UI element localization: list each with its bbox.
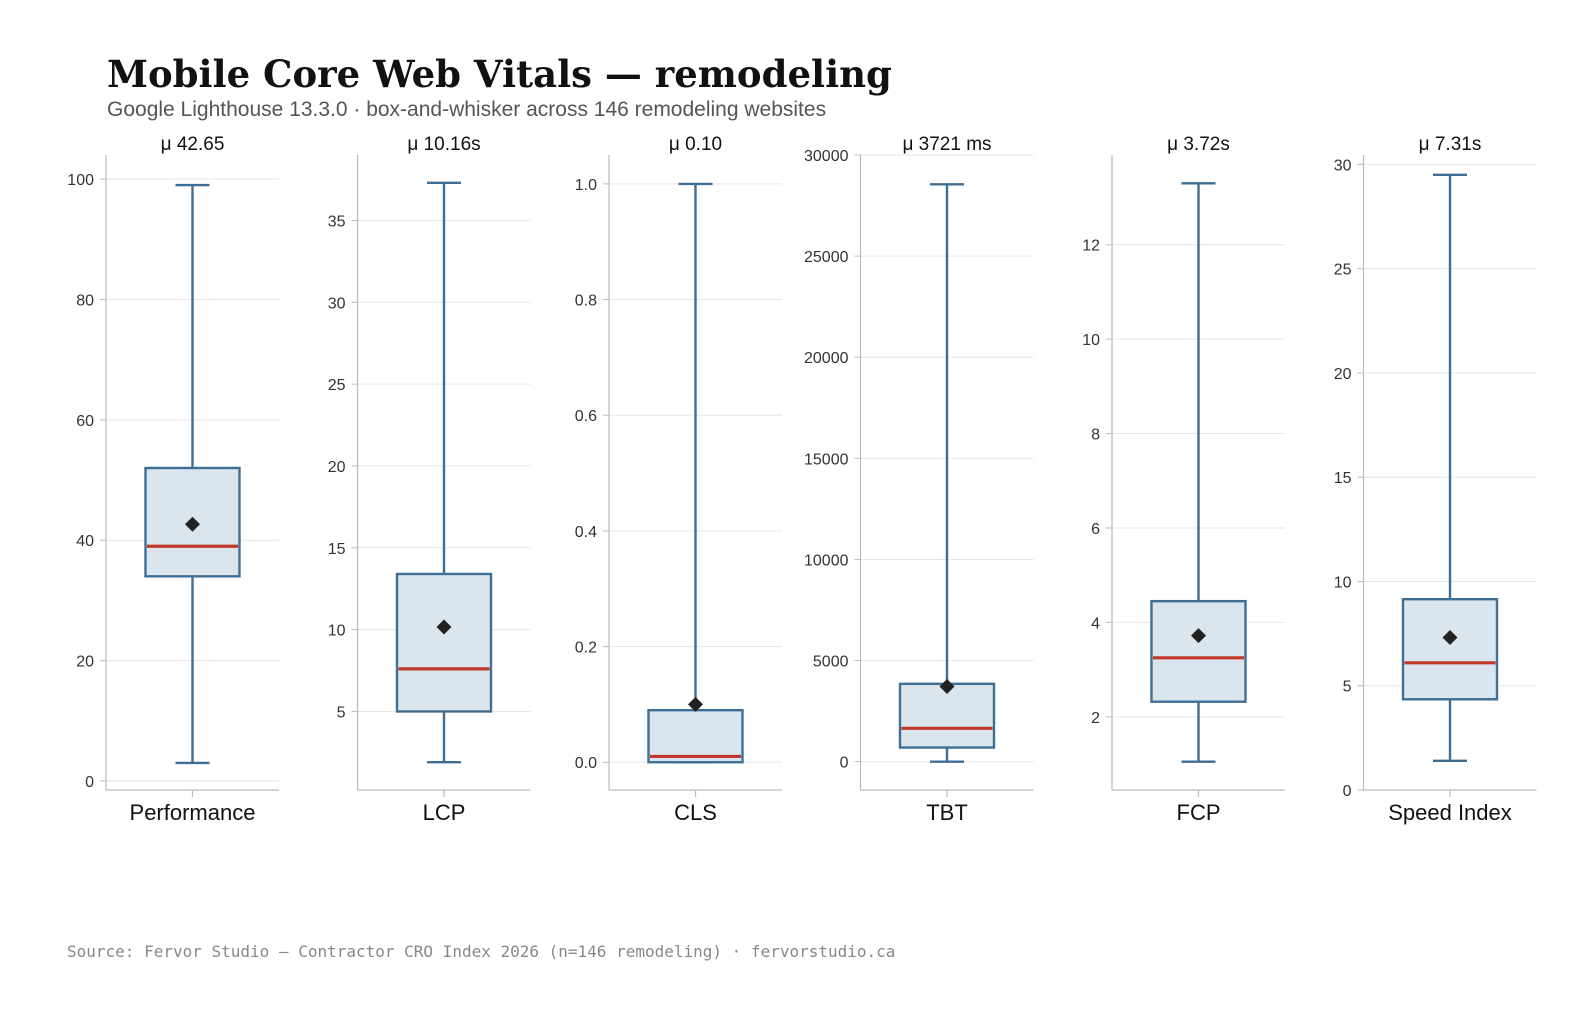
y-tick-label: 60: [76, 413, 94, 430]
y-tick-label: 10: [1082, 332, 1100, 349]
y-tick-label: 0: [85, 774, 94, 791]
y-tick-label: 5000: [813, 654, 849, 671]
y-tick-label: 10: [328, 623, 346, 640]
mean-label: μ 10.16s: [407, 134, 480, 155]
iqr-box: [898, 682, 996, 749]
iqr-box: [647, 708, 744, 764]
y-tick-label: 15: [328, 541, 346, 558]
mean-label: μ 7.31s: [1419, 134, 1482, 155]
category-label: FCP: [1177, 800, 1221, 825]
y-tick-label: 20: [76, 654, 94, 671]
category-label: CLS: [674, 800, 717, 825]
chart-title: Mobile Core Web Vitals — remodeling: [107, 52, 892, 96]
y-tick-label: 10000: [804, 552, 849, 569]
panel-lcp: 5 10 15 20 25 30 35 μ 10.16s LCP: [328, 134, 531, 825]
category-label: TBT: [926, 800, 968, 825]
source-note: Source: Fervor Studio — Contractor CRO I…: [67, 942, 896, 961]
y-tick-label: 30: [1334, 157, 1352, 174]
y-tick-label: 15000: [804, 451, 849, 468]
mean-label: μ 0.10: [669, 134, 722, 155]
y-tick-label: 0: [1343, 783, 1352, 800]
y-tick-label: 0: [840, 755, 849, 772]
y-tick-label: 20: [328, 459, 346, 476]
y-tick-label: 8: [1091, 427, 1100, 444]
mean-label: μ 42.65: [161, 134, 225, 155]
y-tick-label: 0.4: [575, 524, 597, 541]
y-tick-label: 25000: [804, 249, 849, 266]
iqr-box: [395, 572, 493, 713]
y-tick-label: 1.0: [575, 177, 597, 194]
mean-marker: [185, 516, 200, 532]
chart-subtitle: Google Lighthouse 13.3.0 · box-and-whisk…: [107, 98, 827, 121]
y-tick-label: 100: [67, 172, 94, 189]
y-tick-label: 12: [1082, 238, 1100, 255]
panel-tbt: 0 5000 10000 15000 20000 25000 30000 μ 3721 ms T…: [804, 134, 1034, 825]
panel-cls: 0.0 0.2 0.4 0.6 0.8 1.0 μ 0.10 CLS: [575, 134, 782, 825]
mean-label: μ 3.72s: [1167, 134, 1230, 155]
panel-speed-index: 0 5 10 15 20 25 30 μ 7.31s Speed Index: [1334, 134, 1537, 825]
y-tick-label: 6: [1091, 521, 1100, 538]
y-tick-label: 20000: [804, 350, 849, 367]
y-tick-label: 30000: [804, 148, 849, 165]
category-label: Speed Index: [1388, 800, 1512, 825]
y-tick-label: 40: [76, 533, 94, 550]
panel-fcp: 2 4 6 8 10 12 μ 3.72s FCP: [1082, 134, 1285, 825]
panel-performance: 0 20 40 60 80 100 μ 42.65 Performance: [67, 134, 279, 825]
y-tick-label: 0.8: [575, 293, 597, 310]
y-tick-label: 5: [1343, 679, 1352, 696]
y-tick-label: 0.6: [575, 408, 597, 425]
y-tick-label: 4: [1091, 615, 1100, 632]
y-tick-label: 0.0: [575, 755, 597, 772]
y-tick-label: 10: [1334, 574, 1352, 591]
y-tick-label: 2: [1091, 710, 1100, 727]
y-tick-label: 30: [328, 295, 346, 312]
y-tick-label: 0.2: [575, 640, 597, 657]
category-label: LCP: [423, 800, 466, 825]
y-tick-label: 5: [337, 704, 346, 721]
mean-marker: [1191, 628, 1206, 644]
mean-marker: [939, 678, 955, 694]
y-tick-label: 25: [1334, 262, 1352, 279]
iqr-box: [1401, 597, 1499, 701]
mean-marker: [436, 619, 452, 635]
y-tick-label: 25: [328, 377, 346, 394]
mean-label: μ 3721 ms: [902, 134, 991, 155]
y-tick-label: 15: [1334, 470, 1352, 487]
category-label: Performance: [130, 800, 256, 825]
y-tick-label: 20: [1334, 366, 1352, 383]
mean-marker: [1442, 630, 1458, 646]
iqr-box: [1150, 599, 1247, 703]
y-tick-label: 80: [76, 292, 94, 309]
y-tick-label: 35: [328, 213, 346, 230]
mean-marker: [688, 696, 703, 712]
